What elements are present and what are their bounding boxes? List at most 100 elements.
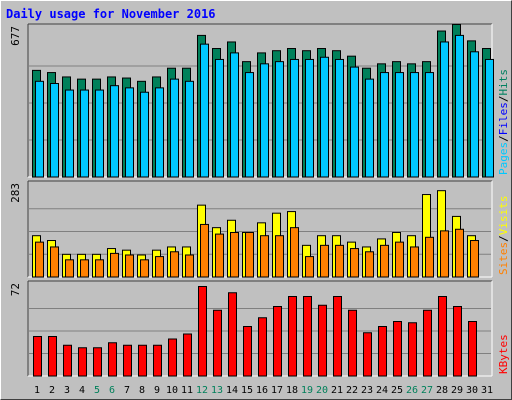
bar-files-day-26: [410, 72, 419, 178]
bar-sites-day-17: [275, 235, 284, 278]
day-label: 25: [391, 385, 403, 396]
bar-kbytes-day-28: [438, 296, 447, 377]
max-label-visits-sites: 283: [9, 183, 22, 203]
bar-files-day-1: [35, 80, 44, 178]
day-label: 22: [346, 385, 358, 396]
bar-sites-day-21: [335, 244, 344, 278]
bar-kbytes-day-1: [33, 336, 42, 377]
bar-sites-day-30: [470, 240, 479, 278]
bar-files-day-7: [125, 87, 134, 178]
bar-kbytes-day-14: [228, 292, 237, 377]
bar-sites-day-11: [185, 254, 194, 278]
bar-kbytes-day-13: [213, 309, 222, 377]
day-label: 30: [466, 385, 478, 396]
day-label: 31: [481, 385, 493, 396]
day-label: 7: [124, 385, 130, 396]
day-label: 28: [436, 385, 448, 396]
day-label: 12: [196, 385, 208, 396]
bar-kbytes-day-30: [468, 321, 477, 377]
bar-files-day-12: [200, 43, 209, 178]
day-label: 29: [451, 385, 463, 396]
day-label: 8: [139, 385, 145, 396]
legend-label-sites: Sites: [497, 242, 510, 275]
bar-sites-day-20: [320, 244, 329, 278]
bar-kbytes-day-9: [153, 344, 162, 377]
bar-sites-day-23: [365, 251, 374, 278]
bar-files-day-27: [425, 72, 434, 178]
day-label: 4: [79, 385, 85, 396]
bar-files-day-22: [350, 66, 359, 178]
bar-sites-day-7: [125, 254, 134, 278]
bar-files-day-10: [170, 78, 179, 178]
bar-sites-day-26: [410, 246, 419, 278]
bar-kbytes-day-15: [243, 326, 252, 377]
legend-label-pages: Pages: [497, 142, 510, 175]
bar-sites-day-9: [155, 256, 164, 278]
bar-files-day-25: [395, 72, 404, 178]
bar-files-day-15: [245, 72, 254, 178]
day-label: 23: [361, 385, 373, 396]
bar-files-day-31: [485, 58, 494, 178]
day-label: 15: [241, 385, 253, 396]
day-label: 21: [331, 385, 343, 396]
bar-files-day-8: [140, 91, 149, 178]
day-label: 11: [181, 385, 193, 396]
bar-files-day-18: [290, 58, 299, 178]
bar-kbytes-day-21: [333, 296, 342, 377]
bar-sites-day-14: [230, 231, 239, 278]
day-label: 10: [166, 385, 178, 396]
bar-files-day-17: [275, 61, 284, 178]
bar-kbytes-day-24: [378, 326, 387, 377]
day-label: 18: [286, 385, 298, 396]
day-label: 6: [109, 385, 115, 396]
bar-sites-day-24: [380, 244, 389, 278]
bar-kbytes-day-22: [348, 309, 357, 377]
legend-separator: /: [497, 96, 510, 103]
legend-separator: /: [497, 135, 510, 142]
bar-sites-day-1: [35, 241, 44, 278]
chart-title: Daily usage for November 2016: [6, 7, 216, 21]
legend-kbytes: KBytes: [497, 334, 510, 374]
bar-kbytes-day-25: [393, 321, 402, 377]
max-label-kbytes: 72: [9, 283, 22, 296]
bar-sites-day-15: [245, 231, 254, 278]
bar-kbytes-day-11: [183, 333, 192, 377]
bar-files-day-28: [440, 41, 449, 178]
bar-files-day-11: [185, 80, 194, 178]
bar-files-day-24: [380, 72, 389, 178]
bar-kbytes-day-12: [198, 286, 207, 377]
bar-files-day-4: [80, 89, 89, 178]
bar-files-day-21: [335, 58, 344, 178]
bar-kbytes-day-8: [138, 344, 147, 377]
legend-label-visits: Visits: [497, 196, 510, 236]
day-label: 26: [406, 385, 418, 396]
bar-sites-day-12: [200, 223, 209, 278]
bar-sites-day-13: [215, 233, 224, 278]
bar-files-day-20: [320, 56, 329, 178]
bar-kbytes-day-18: [288, 296, 297, 377]
legend-separator: /: [497, 235, 510, 242]
bar-files-day-16: [260, 63, 269, 178]
day-label: 14: [226, 385, 238, 396]
bar-sites-day-10: [170, 251, 179, 278]
bar-kbytes-day-10: [168, 338, 177, 377]
day-label: 24: [376, 385, 388, 396]
bar-kbytes-day-23: [363, 332, 372, 377]
bar-files-day-13: [215, 58, 224, 178]
bar-sites-day-22: [350, 248, 359, 278]
day-label: 1: [34, 385, 40, 396]
bar-files-day-3: [65, 89, 74, 178]
bar-files-day-23: [365, 78, 374, 178]
day-label: 27: [421, 385, 433, 396]
bar-kbytes-day-2: [48, 336, 57, 377]
day-label: 20: [316, 385, 328, 396]
bar-sites-day-25: [395, 241, 404, 278]
bar-kbytes-day-16: [258, 317, 267, 377]
bar-sites-day-27: [425, 236, 434, 278]
bar-files-day-14: [230, 52, 239, 178]
bar-files-day-6: [110, 85, 119, 178]
max-label-hits-files-pages: 677: [9, 26, 22, 46]
bar-files-day-2: [50, 82, 59, 178]
bar-kbytes-day-7: [123, 344, 132, 377]
bar-sites-day-19: [305, 256, 314, 278]
